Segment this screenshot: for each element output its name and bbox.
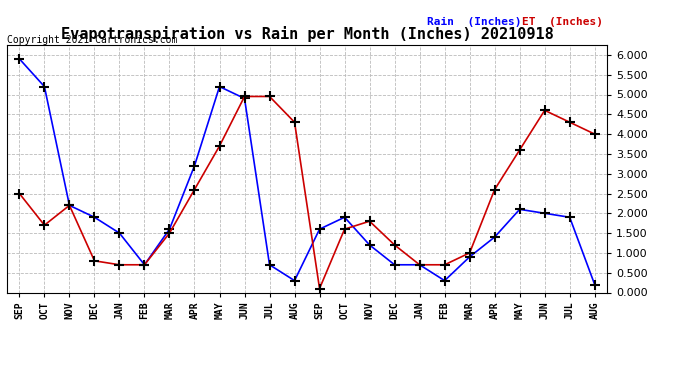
ET  (Inches): [240, 94, 248, 99]
Rain  (Inches): [340, 215, 348, 219]
ET  (Inches): [66, 203, 74, 208]
ET  (Inches): [15, 191, 23, 196]
Rain  (Inches): [215, 84, 224, 89]
ET  (Inches): [366, 219, 374, 224]
ET  (Inches): [466, 251, 474, 255]
Rain  (Inches): [166, 227, 174, 231]
Rain  (Inches): [190, 164, 199, 168]
Rain  (Inches): [90, 215, 99, 219]
ET  (Inches): [440, 262, 449, 267]
Rain  (Inches): [415, 262, 424, 267]
ET  (Inches): [40, 223, 48, 227]
Rain  (Inches): [491, 235, 499, 239]
ET  (Inches): [515, 148, 524, 152]
Rain  (Inches): [15, 57, 23, 61]
Line: Rain  (Inches): Rain (Inches): [14, 54, 600, 290]
ET  (Inches): [166, 231, 174, 236]
ET  (Inches): [190, 187, 199, 192]
Rain  (Inches): [140, 262, 148, 267]
Rain  (Inches): [315, 227, 324, 231]
Legend: Rain  (Inches), ET  (Inches): Rain (Inches), ET (Inches): [423, 13, 607, 32]
Rain  (Inches): [266, 262, 274, 267]
ET  (Inches): [591, 132, 599, 136]
Rain  (Inches): [66, 203, 74, 208]
Text: Copyright 2021 Cartronics.com: Copyright 2021 Cartronics.com: [7, 35, 177, 45]
Rain  (Inches): [540, 211, 549, 216]
ET  (Inches): [140, 262, 148, 267]
Rain  (Inches): [466, 255, 474, 259]
ET  (Inches): [115, 262, 124, 267]
Line: ET  (Inches): ET (Inches): [14, 92, 600, 293]
Rain  (Inches): [391, 262, 399, 267]
Rain  (Inches): [366, 243, 374, 247]
ET  (Inches): [315, 286, 324, 291]
ET  (Inches): [415, 262, 424, 267]
Rain  (Inches): [591, 282, 599, 287]
Title: Evapotranspiration vs Rain per Month (Inches) 20210918: Evapotranspiration vs Rain per Month (In…: [61, 27, 553, 42]
Rain  (Inches): [40, 84, 48, 89]
ET  (Inches): [340, 227, 348, 231]
ET  (Inches): [566, 120, 574, 124]
ET  (Inches): [290, 120, 299, 124]
Rain  (Inches): [566, 215, 574, 219]
ET  (Inches): [215, 144, 224, 148]
Rain  (Inches): [440, 278, 449, 283]
ET  (Inches): [266, 94, 274, 99]
ET  (Inches): [540, 108, 549, 112]
Rain  (Inches): [240, 96, 248, 101]
Rain  (Inches): [515, 207, 524, 212]
Rain  (Inches): [115, 231, 124, 236]
ET  (Inches): [90, 259, 99, 263]
Rain  (Inches): [290, 278, 299, 283]
ET  (Inches): [491, 187, 499, 192]
ET  (Inches): [391, 243, 399, 247]
